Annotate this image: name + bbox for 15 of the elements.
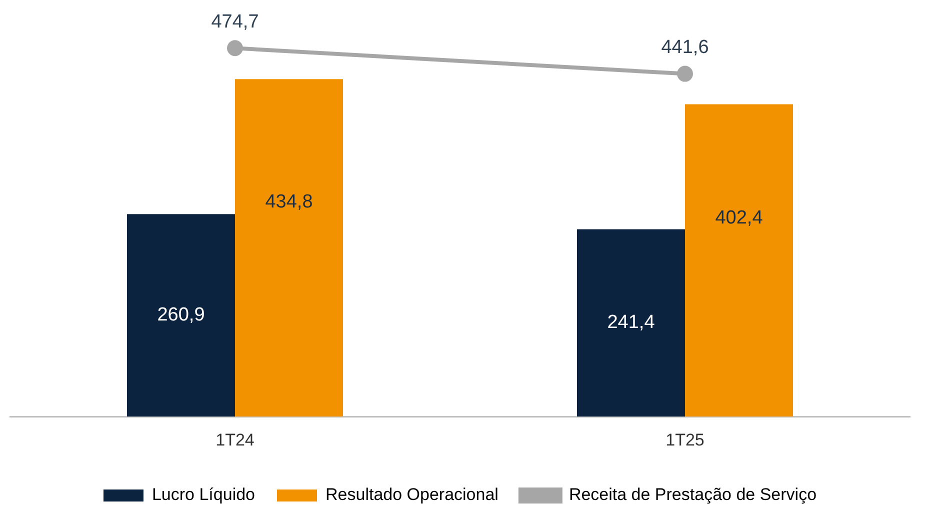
x-tick-label: 1T25 [666, 430, 704, 450]
bar [577, 229, 685, 417]
data-label: 441,6 [661, 37, 709, 58]
bar [127, 214, 235, 417]
data-label: 474,7 [211, 11, 259, 32]
bar [685, 104, 793, 417]
data-label: 241,4 [607, 312, 656, 334]
legend-label: Lucro Líquido [152, 485, 256, 504]
data-label: 260,9 [157, 304, 205, 326]
bar [235, 79, 343, 417]
x-tick-label: 1T24 [216, 430, 254, 450]
data-label: 434,8 [265, 192, 313, 213]
data-label: 402,4 [715, 207, 764, 228]
legend-label: Receita de Prestação de Serviço [568, 485, 817, 504]
legend-label: Resultado Operacional [326, 485, 498, 504]
